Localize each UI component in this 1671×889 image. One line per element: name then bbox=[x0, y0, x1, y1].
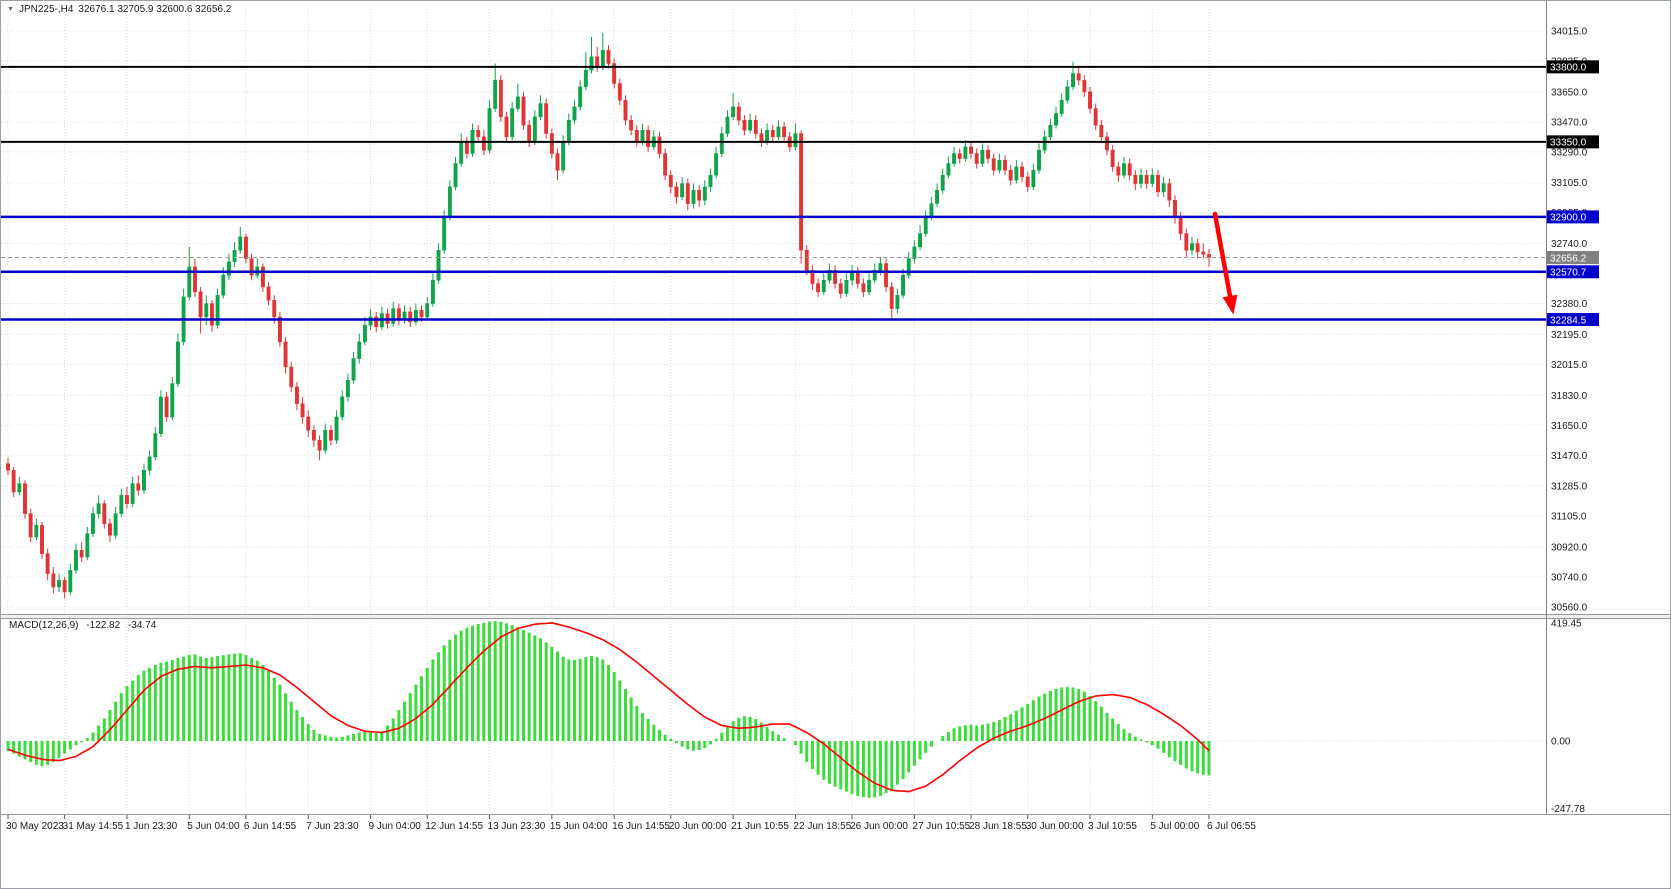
svg-text:32380.0: 32380.0 bbox=[1551, 299, 1588, 310]
svg-text:22 Jun 18:55: 22 Jun 18:55 bbox=[793, 821, 851, 832]
svg-text:7 Jun 23:30: 7 Jun 23:30 bbox=[306, 821, 359, 832]
svg-text:3 Jul 10:55: 3 Jul 10:55 bbox=[1088, 821, 1137, 832]
svg-text:26 Jun 00:00: 26 Jun 00:00 bbox=[850, 821, 908, 832]
svg-text:32900.0: 32900.0 bbox=[1550, 213, 1587, 224]
svg-text:1 Jun 23:30: 1 Jun 23:30 bbox=[125, 821, 178, 832]
macd-axis-label: -247.78 bbox=[1551, 804, 1585, 815]
grid bbox=[1, 9, 1546, 813]
macd-axis-label: 419.45 bbox=[1551, 618, 1582, 629]
svg-text:5 Jul 00:00: 5 Jul 00:00 bbox=[1150, 821, 1199, 832]
svg-text:33290.0: 33290.0 bbox=[1551, 147, 1588, 158]
svg-text:34015.0: 34015.0 bbox=[1551, 27, 1588, 38]
time-axis[interactable] bbox=[1, 815, 1670, 888]
svg-text:6 Jul 06:55: 6 Jul 06:55 bbox=[1207, 821, 1256, 832]
svg-text:33350.0: 33350.0 bbox=[1550, 138, 1587, 149]
svg-text:13 Jun 23:30: 13 Jun 23:30 bbox=[488, 821, 546, 832]
svg-text:33470.0: 33470.0 bbox=[1551, 117, 1588, 128]
svg-text:31830.0: 31830.0 bbox=[1551, 391, 1588, 402]
price-axis[interactable] bbox=[1546, 1, 1670, 815]
level-badge-32284.5 bbox=[1547, 313, 1599, 327]
level-badge-32900.0 bbox=[1547, 210, 1599, 224]
svg-text:30560.0: 30560.0 bbox=[1551, 603, 1588, 614]
svg-text:5 Jun 04:00: 5 Jun 04:00 bbox=[187, 821, 240, 832]
svg-text:21 Jun 10:55: 21 Jun 10:55 bbox=[731, 821, 789, 832]
svg-text:30740.0: 30740.0 bbox=[1551, 572, 1588, 583]
svg-text:9 Jun 04:00: 9 Jun 04:00 bbox=[369, 821, 422, 832]
macd-axis-label: 0.00 bbox=[1551, 737, 1571, 748]
trend-arrow[interactable] bbox=[1212, 211, 1238, 315]
level-badge-32570.7 bbox=[1547, 265, 1599, 279]
svg-text:27 Jun 10:55: 27 Jun 10:55 bbox=[912, 821, 970, 832]
svg-text:32195.0: 32195.0 bbox=[1551, 330, 1588, 341]
svg-text:30 May 2023: 30 May 2023 bbox=[6, 821, 64, 832]
svg-text:28 Jun 18:55: 28 Jun 18:55 bbox=[969, 821, 1027, 832]
candles-layer bbox=[6, 32, 1211, 599]
svg-text:31650.0: 31650.0 bbox=[1551, 421, 1588, 432]
svg-text:12 Jun 14:55: 12 Jun 14:55 bbox=[425, 821, 483, 832]
svg-text:33800.0: 33800.0 bbox=[1550, 63, 1587, 74]
level-badge-33350.0 bbox=[1547, 135, 1599, 149]
svg-text:15 Jun 04:00: 15 Jun 04:00 bbox=[550, 821, 608, 832]
current-price-badge bbox=[1547, 251, 1599, 265]
svg-text:31105.0: 31105.0 bbox=[1551, 512, 1587, 523]
panel-borders bbox=[1, 1, 1670, 815]
macd-panel bbox=[6, 621, 1211, 798]
price-level-lines[interactable] bbox=[1, 65, 1546, 321]
svg-text:30920.0: 30920.0 bbox=[1551, 542, 1588, 553]
svg-text:32570.7: 32570.7 bbox=[1550, 268, 1587, 279]
svg-text:33105.0: 33105.0 bbox=[1551, 178, 1588, 189]
svg-text:33650.0: 33650.0 bbox=[1551, 87, 1588, 98]
svg-text:6 Jun 14:55: 6 Jun 14:55 bbox=[244, 821, 297, 832]
svg-text:32740.0: 32740.0 bbox=[1551, 239, 1588, 250]
svg-text:32015.0: 32015.0 bbox=[1551, 360, 1588, 371]
svg-text:31470.0: 31470.0 bbox=[1551, 451, 1588, 462]
svg-text:30 Jun 00:00: 30 Jun 00:00 bbox=[1026, 821, 1084, 832]
macd-signal-line bbox=[7, 621, 1210, 793]
level-badge-33800.0 bbox=[1547, 60, 1599, 74]
svg-text:32656.2: 32656.2 bbox=[1550, 253, 1587, 264]
svg-text:32284.5: 32284.5 bbox=[1550, 315, 1587, 326]
svg-text:31285.0: 31285.0 bbox=[1551, 482, 1588, 493]
svg-text:31 May 14:55: 31 May 14:55 bbox=[63, 821, 124, 832]
svg-text:16 Jun 14:55: 16 Jun 14:55 bbox=[612, 821, 670, 832]
price-badges: 33800.0 33350.0 32900.0 32570.7 32284.5 32656… bbox=[1547, 60, 1599, 326]
svg-text:20 Jun 00:00: 20 Jun 00:00 bbox=[669, 821, 727, 832]
